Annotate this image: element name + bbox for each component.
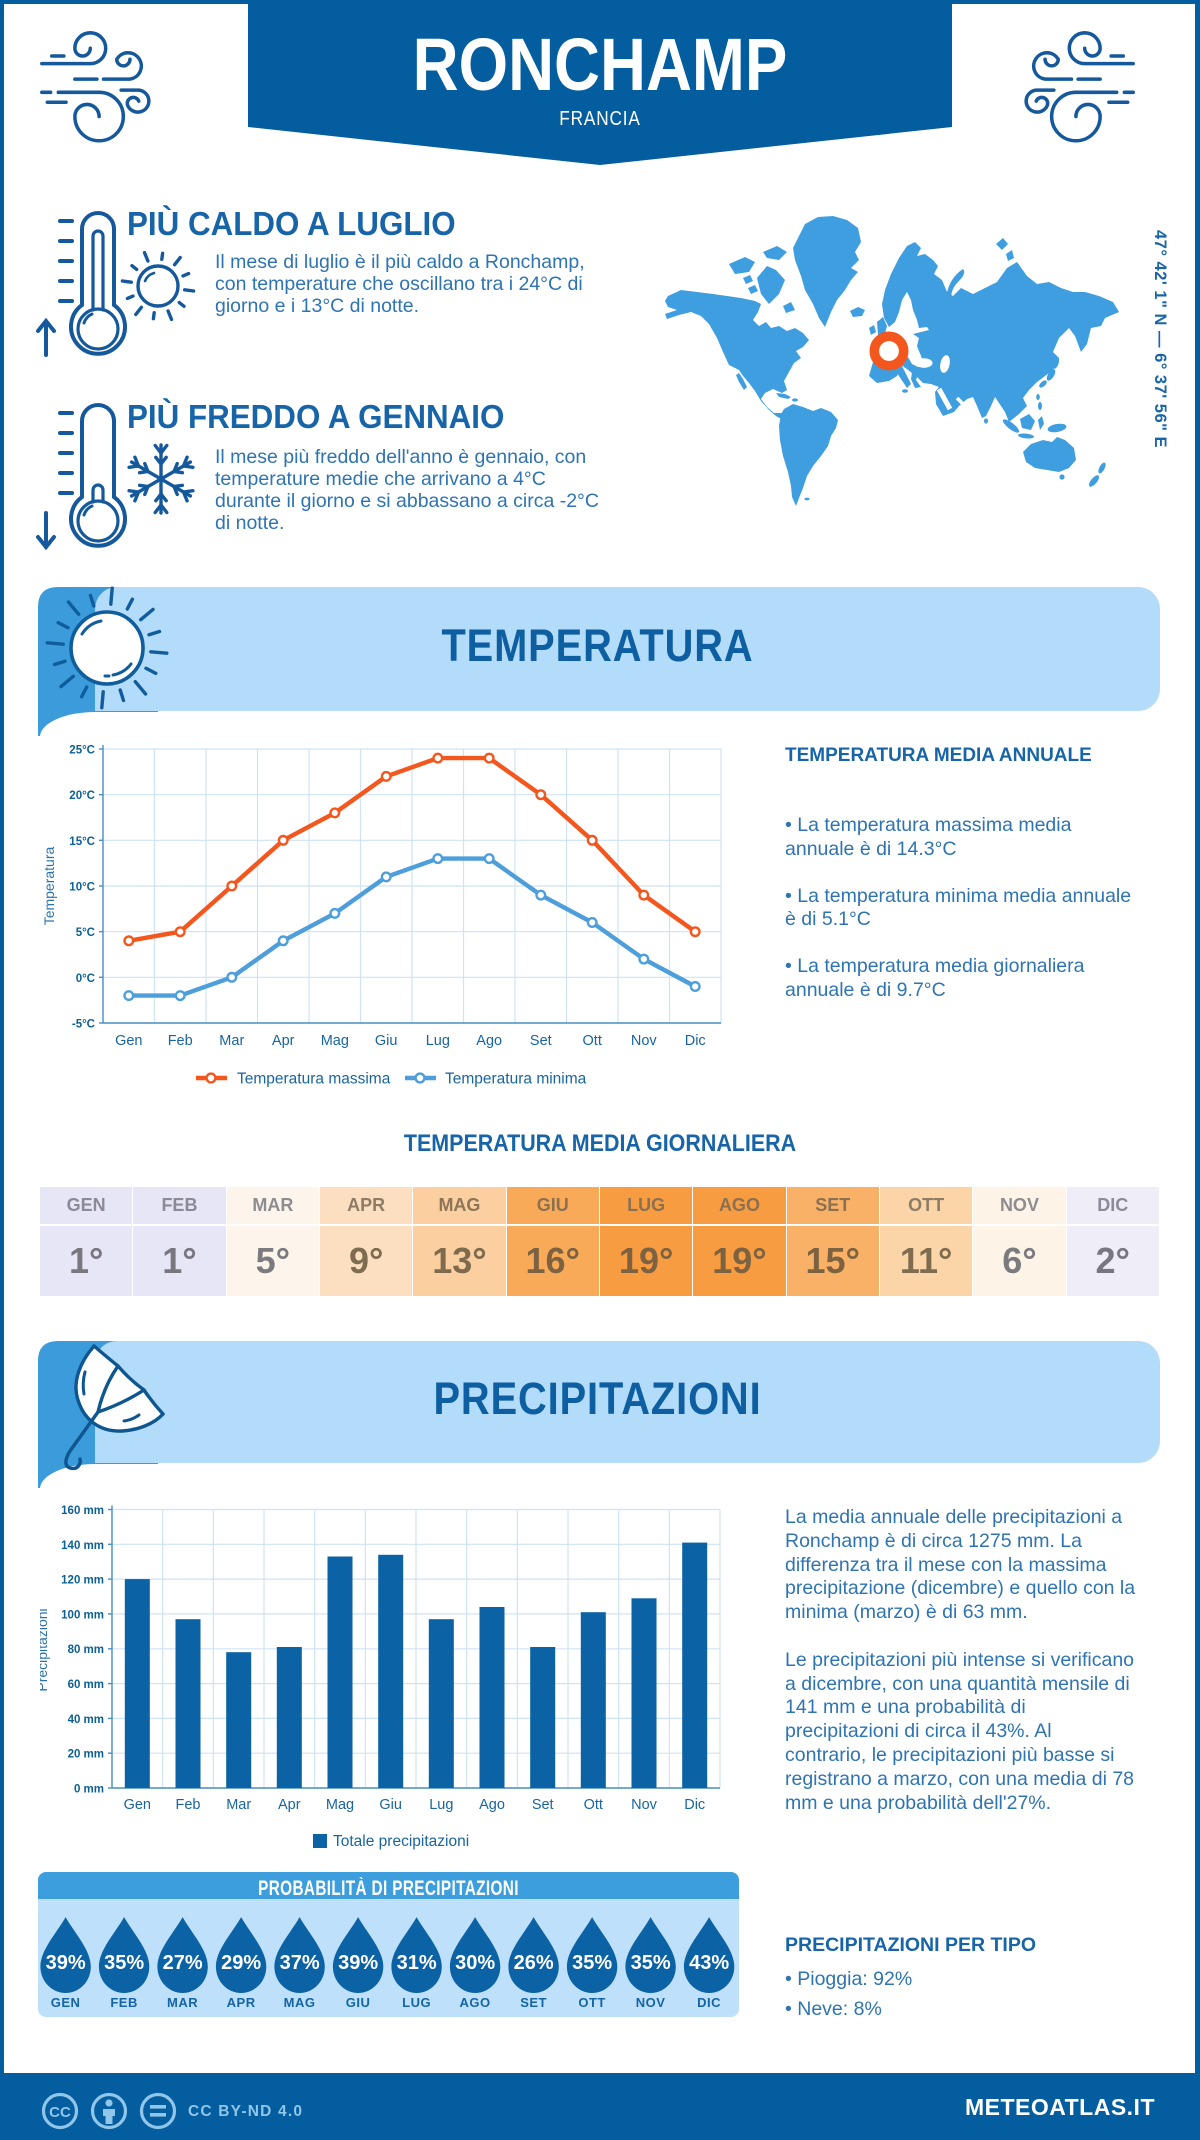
svg-text:Feb: Feb bbox=[176, 1797, 201, 1813]
svg-text:Apr: Apr bbox=[272, 1033, 295, 1049]
svg-text:39%: 39% bbox=[46, 1952, 86, 1974]
svg-text:SET: SET bbox=[520, 1995, 547, 2010]
svg-text:35%: 35% bbox=[572, 1952, 612, 1974]
svg-text:GIU: GIU bbox=[346, 1995, 371, 2010]
svg-text:27%: 27% bbox=[163, 1952, 203, 1974]
svg-text:Mar: Mar bbox=[219, 1033, 244, 1049]
svg-text:Nov: Nov bbox=[631, 1797, 658, 1813]
svg-text:Set: Set bbox=[532, 1797, 554, 1813]
svg-text:20 mm: 20 mm bbox=[68, 1749, 104, 1761]
svg-text:Precipitazioni: Precipitazioni bbox=[40, 1608, 50, 1691]
svg-text:Temperatura minima: Temperatura minima bbox=[445, 1071, 587, 1088]
svg-text:26%: 26% bbox=[514, 1952, 554, 1974]
svg-text:35%: 35% bbox=[631, 1952, 671, 1974]
svg-text:LUG: LUG bbox=[402, 1995, 431, 2010]
svg-text:Apr: Apr bbox=[278, 1797, 301, 1813]
svg-text:43%: 43% bbox=[689, 1952, 729, 1974]
svg-text:Gen: Gen bbox=[115, 1033, 142, 1049]
svg-text:15°C: 15°C bbox=[69, 836, 95, 848]
svg-text:AGO: AGO bbox=[460, 1995, 491, 2010]
svg-text:DIC: DIC bbox=[697, 1995, 721, 2010]
svg-text:Dic: Dic bbox=[684, 1797, 705, 1813]
svg-text:31%: 31% bbox=[397, 1952, 437, 1974]
svg-text:40 mm: 40 mm bbox=[68, 1714, 104, 1726]
svg-text:Nov: Nov bbox=[631, 1033, 658, 1049]
svg-text:NOV: NOV bbox=[636, 1995, 666, 2010]
svg-text:160 mm: 160 mm bbox=[61, 1505, 104, 1517]
svg-text:MAG: MAG bbox=[284, 1995, 316, 2010]
svg-text:Giu: Giu bbox=[375, 1033, 398, 1049]
svg-text:CC: CC bbox=[49, 2104, 71, 2121]
svg-text:35%: 35% bbox=[104, 1952, 144, 1974]
svg-text:Temperatura: Temperatura bbox=[41, 846, 57, 925]
svg-text:30%: 30% bbox=[455, 1952, 495, 1974]
svg-text:5°C: 5°C bbox=[76, 927, 95, 939]
svg-text:Mag: Mag bbox=[321, 1033, 349, 1049]
svg-text:Ott: Ott bbox=[583, 1033, 602, 1049]
svg-text:Dic: Dic bbox=[685, 1033, 706, 1049]
svg-text:80 mm: 80 mm bbox=[68, 1644, 104, 1656]
svg-text:APR: APR bbox=[227, 1995, 256, 2010]
svg-text:25°C: 25°C bbox=[69, 745, 95, 757]
svg-text:0 mm: 0 mm bbox=[74, 1784, 104, 1796]
svg-text:Ago: Ago bbox=[476, 1033, 502, 1049]
svg-text:37%: 37% bbox=[280, 1952, 320, 1974]
svg-text:GEN: GEN bbox=[51, 1995, 81, 2010]
svg-text:120 mm: 120 mm bbox=[61, 1575, 104, 1587]
svg-text:FEB: FEB bbox=[110, 1995, 138, 2010]
svg-text:39%: 39% bbox=[338, 1952, 378, 1974]
svg-text:OTT: OTT bbox=[578, 1995, 606, 2010]
svg-text:Giu: Giu bbox=[379, 1797, 402, 1813]
svg-text:Set: Set bbox=[530, 1033, 552, 1049]
svg-text:Gen: Gen bbox=[124, 1797, 151, 1813]
svg-text:Ott: Ott bbox=[584, 1797, 603, 1813]
svg-text:Mag: Mag bbox=[326, 1797, 354, 1813]
svg-text:140 mm: 140 mm bbox=[61, 1540, 104, 1552]
svg-text:20°C: 20°C bbox=[69, 790, 95, 802]
svg-text:0°C: 0°C bbox=[76, 973, 95, 985]
svg-text:60 mm: 60 mm bbox=[68, 1679, 104, 1691]
svg-text:Feb: Feb bbox=[168, 1033, 193, 1049]
svg-text:100 mm: 100 mm bbox=[61, 1609, 104, 1621]
svg-text:Temperatura massima: Temperatura massima bbox=[237, 1071, 391, 1088]
svg-text:-5°C: -5°C bbox=[72, 1019, 95, 1031]
svg-text:29%: 29% bbox=[221, 1952, 261, 1974]
svg-text:10°C: 10°C bbox=[69, 882, 95, 894]
svg-text:Lug: Lug bbox=[429, 1797, 453, 1813]
svg-text:MAR: MAR bbox=[167, 1995, 198, 2010]
svg-text:Mar: Mar bbox=[226, 1797, 251, 1813]
svg-text:Ago: Ago bbox=[479, 1797, 505, 1813]
svg-text:Totale precipitazioni: Totale precipitazioni bbox=[333, 1833, 469, 1850]
svg-text:Lug: Lug bbox=[426, 1033, 450, 1049]
